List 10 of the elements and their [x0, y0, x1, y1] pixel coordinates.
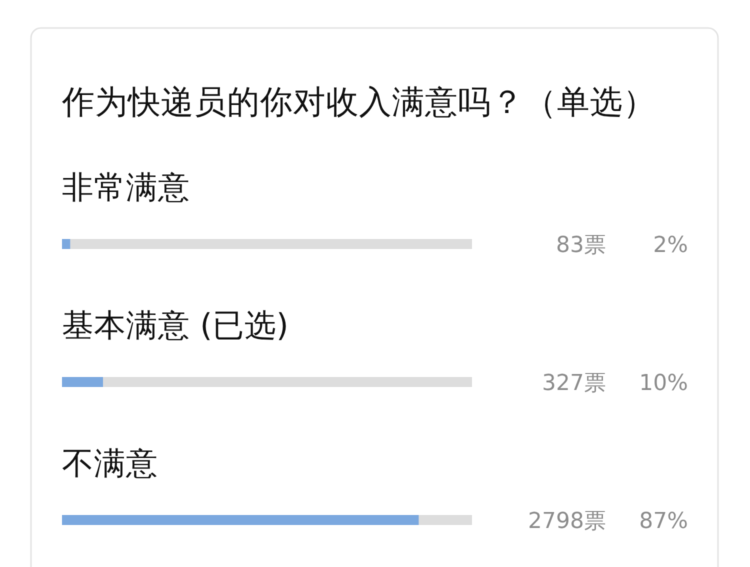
data-label: 2% [653, 233, 688, 258]
text: 327票 [542, 371, 606, 396]
y-tick-label: 基本满意 (已选) [62, 308, 289, 344]
y-tick-label: 不满意 [62, 446, 158, 482]
text: 83票 [556, 233, 606, 258]
data-label: 87% [639, 509, 688, 534]
y-tick-label: 非常满意 [62, 170, 190, 206]
data-label: 10% [639, 371, 688, 396]
chart-title: 作为快递员的你对收入满意吗？（单选） [61, 83, 656, 121]
text: 2798票 [528, 509, 606, 534]
